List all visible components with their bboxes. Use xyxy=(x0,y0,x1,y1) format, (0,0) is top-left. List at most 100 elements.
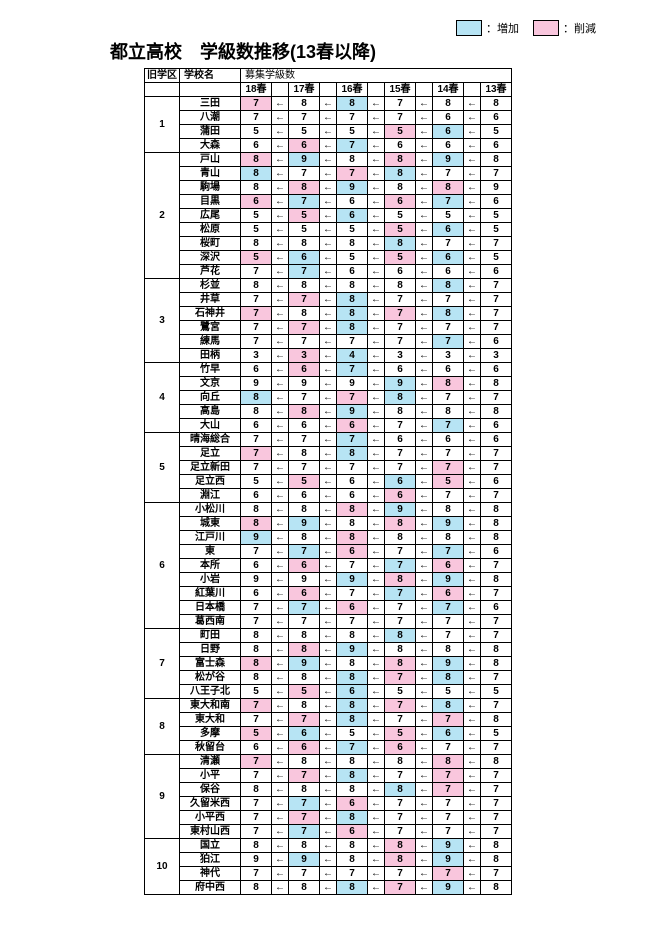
table-row: 桜町8←8←8←8←7←7 xyxy=(145,237,512,251)
value-cell: 8 xyxy=(433,377,464,391)
value-cell: 7 xyxy=(481,293,512,307)
arrow-cell: ← xyxy=(416,685,433,699)
school-name: 日野 xyxy=(180,643,241,657)
value-cell: 7 xyxy=(481,489,512,503)
value-cell: 7 xyxy=(385,587,416,601)
value-cell: 5 xyxy=(433,209,464,223)
value-cell: 7 xyxy=(481,699,512,713)
value-cell: 7 xyxy=(289,601,320,615)
arrow-cell: ← xyxy=(272,699,289,713)
arrow-cell: ← xyxy=(320,111,337,125)
arrow-cell: ← xyxy=(416,811,433,825)
arrow-cell: ← xyxy=(368,167,385,181)
arrow-cell: ← xyxy=(368,741,385,755)
school-name: 東大和 xyxy=(180,713,241,727)
table-row: 高島8←8←9←8←8←8 xyxy=(145,405,512,419)
value-cell: 6 xyxy=(481,419,512,433)
arrow-cell: ← xyxy=(416,321,433,335)
value-cell: 6 xyxy=(481,545,512,559)
value-cell: 8 xyxy=(241,783,272,797)
arrow-cell: ← xyxy=(464,475,481,489)
arrow-cell: ← xyxy=(320,755,337,769)
value-cell: 8 xyxy=(385,629,416,643)
arrow-cell: ← xyxy=(272,209,289,223)
value-cell: 6 xyxy=(481,335,512,349)
arrow-cell: ← xyxy=(272,825,289,839)
value-cell: 7 xyxy=(385,447,416,461)
value-cell: 7 xyxy=(337,559,368,573)
arrow-cell: ← xyxy=(320,615,337,629)
legend-label-increase: ：増加 xyxy=(486,20,519,36)
arrow-cell: ← xyxy=(320,811,337,825)
arrow-cell: ← xyxy=(464,797,481,811)
value-cell: 7 xyxy=(289,321,320,335)
school-name: 府中西 xyxy=(180,881,241,895)
arrow-cell: ← xyxy=(416,419,433,433)
value-cell: 8 xyxy=(385,405,416,419)
arrow-cell: ← xyxy=(416,601,433,615)
district-cell: 4 xyxy=(145,363,180,433)
value-cell: 7 xyxy=(241,111,272,125)
arrow-cell: ← xyxy=(368,559,385,573)
school-name: 高島 xyxy=(180,405,241,419)
value-cell: 6 xyxy=(481,433,512,447)
value-cell: 9 xyxy=(289,573,320,587)
arrow-cell: ← xyxy=(416,755,433,769)
arrow-cell: ← xyxy=(272,881,289,895)
arrow-cell: ← xyxy=(416,853,433,867)
arrow-cell: ← xyxy=(416,517,433,531)
value-cell: 6 xyxy=(241,139,272,153)
school-name: 富士森 xyxy=(180,657,241,671)
arrow-cell: ← xyxy=(320,517,337,531)
value-cell: 7 xyxy=(337,433,368,447)
value-cell: 7 xyxy=(241,755,272,769)
arrow-cell: ← xyxy=(368,867,385,881)
value-cell: 3 xyxy=(241,349,272,363)
arrow-cell: ← xyxy=(464,195,481,209)
value-cell: 7 xyxy=(337,111,368,125)
value-cell: 8 xyxy=(289,405,320,419)
table-row: 淵江6←6←6←6←7←7 xyxy=(145,489,512,503)
arrow-cell: ← xyxy=(272,265,289,279)
value-cell: 8 xyxy=(241,881,272,895)
value-cell: 8 xyxy=(385,153,416,167)
arrow-cell: ← xyxy=(320,783,337,797)
arrow-cell: ← xyxy=(320,125,337,139)
value-cell: 7 xyxy=(385,671,416,685)
value-cell: 6 xyxy=(385,265,416,279)
school-name: 桜町 xyxy=(180,237,241,251)
value-cell: 8 xyxy=(337,153,368,167)
school-name: 蒲田 xyxy=(180,125,241,139)
table-row: 秋留台6←6←7←6←7←7 xyxy=(145,741,512,755)
value-cell: 8 xyxy=(433,755,464,769)
value-cell: 9 xyxy=(289,657,320,671)
value-cell: 6 xyxy=(289,587,320,601)
value-cell: 7 xyxy=(289,195,320,209)
arrow-cell: ← xyxy=(272,615,289,629)
arrow-cell: ← xyxy=(368,223,385,237)
arrow-cell: ← xyxy=(464,601,481,615)
value-cell: 5 xyxy=(385,209,416,223)
arrow-cell: ← xyxy=(464,489,481,503)
table-row: 1三田7←8←8←7←8←8 xyxy=(145,97,512,111)
value-cell: 7 xyxy=(289,769,320,783)
arrow-cell: ← xyxy=(320,881,337,895)
school-name: 保谷 xyxy=(180,783,241,797)
value-cell: 7 xyxy=(481,825,512,839)
arrow-cell: ← xyxy=(368,181,385,195)
table-row: 城東8←9←8←8←9←8 xyxy=(145,517,512,531)
value-cell: 7 xyxy=(433,867,464,881)
table-row: 6小松川8←8←8←9←8←8 xyxy=(145,503,512,517)
arrow-cell: ← xyxy=(320,461,337,475)
school-name: 神代 xyxy=(180,867,241,881)
value-cell: 7 xyxy=(481,615,512,629)
table-row: 八潮7←7←7←7←6←6 xyxy=(145,111,512,125)
arrow-cell: ← xyxy=(464,251,481,265)
value-cell: 9 xyxy=(385,503,416,517)
value-cell: 7 xyxy=(337,461,368,475)
value-cell: 8 xyxy=(241,279,272,293)
school-name: 足立 xyxy=(180,447,241,461)
school-name: 戸山 xyxy=(180,153,241,167)
value-cell: 7 xyxy=(481,461,512,475)
school-name: 多摩 xyxy=(180,727,241,741)
